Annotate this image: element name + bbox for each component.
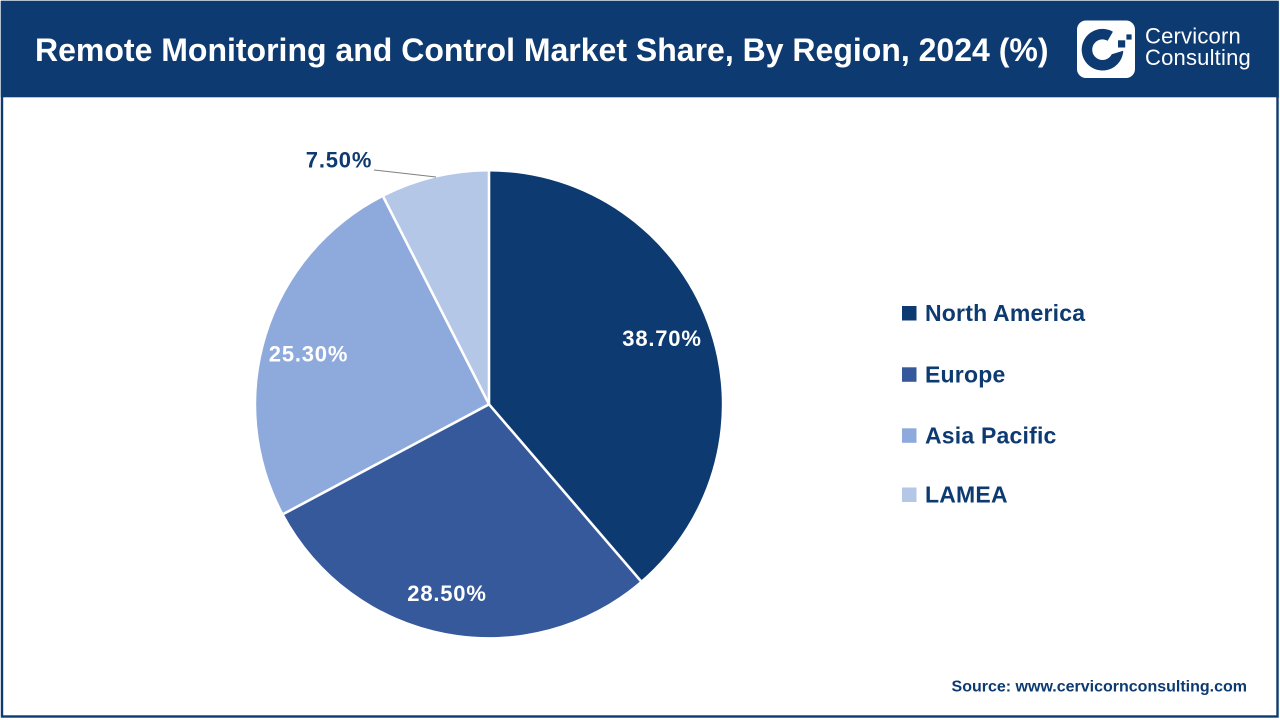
- svg-text:Cervicorn: Cervicorn: [1145, 24, 1241, 49]
- svg-text:LAMEA: LAMEA: [925, 482, 1008, 508]
- svg-text:Consulting: Consulting: [1145, 45, 1251, 70]
- svg-text:38.70%: 38.70%: [622, 326, 701, 351]
- svg-text:Europe: Europe: [925, 361, 1005, 387]
- svg-text:Asia Pacific: Asia Pacific: [925, 422, 1057, 448]
- svg-text:Remote Monitoring and Control: Remote Monitoring and Control Market Sha…: [35, 32, 1048, 68]
- svg-text:7.50%: 7.50%: [306, 148, 372, 173]
- svg-text:25.30%: 25.30%: [269, 342, 348, 367]
- svg-text:Source: www.cervicornconsultin: Source: www.cervicornconsulting.com: [952, 679, 1247, 696]
- svg-text:28.50%: 28.50%: [407, 581, 486, 606]
- svg-text:North America: North America: [925, 300, 1085, 326]
